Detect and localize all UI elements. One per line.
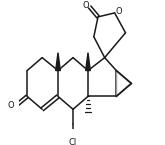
Text: Cl: Cl <box>69 138 77 145</box>
Text: O: O <box>82 1 89 10</box>
Text: O: O <box>8 101 15 110</box>
Text: O: O <box>115 7 122 16</box>
Polygon shape <box>86 53 90 71</box>
Polygon shape <box>56 53 60 71</box>
